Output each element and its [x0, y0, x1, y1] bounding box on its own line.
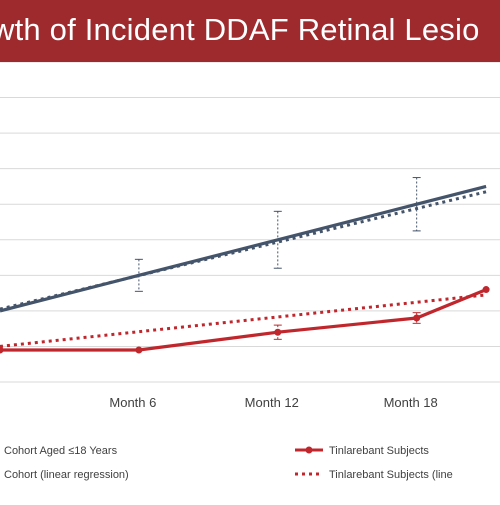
- x-tick-labels: Month 6 Month 12 Month 18: [109, 395, 437, 410]
- legend-item: Cohort Aged ≤18 Years: [4, 445, 118, 457]
- series-3: [0, 293, 487, 348]
- data-point: [135, 346, 143, 354]
- legend: Cohort Aged ≤18 Years Tinlarebant Subject…: [4, 445, 453, 481]
- series-2: [0, 286, 490, 354]
- legend-item: Tinlarebant Subjects (line: [295, 469, 453, 481]
- data-point: [0, 346, 4, 354]
- gridlines: [0, 61, 500, 383]
- chart-title: wth of Incident DDAF Retinal Lesio: [0, 12, 480, 47]
- legend-label: Cohort (linear regression): [4, 469, 129, 481]
- legend-label: Tinlarebant Subjects (line: [329, 469, 453, 481]
- series-line: [0, 288, 487, 352]
- data-point: [482, 286, 490, 294]
- series-0: [0, 177, 487, 313]
- legend-label: Cohort Aged ≤18 Years: [4, 445, 118, 457]
- legend-label: Tinlarebant Subjects: [329, 445, 429, 457]
- series-layer: [0, 177, 490, 354]
- series-line: [0, 184, 487, 313]
- x-tick-label: Month 18: [384, 395, 438, 410]
- data-point: [413, 314, 421, 322]
- line-chart: Month 6 Month 12 Month 18 Cohort Aged ≤18 …: [0, 61, 500, 481]
- legend-marker: [305, 446, 313, 454]
- legend-item: Cohort (linear regression): [4, 469, 129, 481]
- x-tick-label: Month 12: [245, 395, 299, 410]
- chart-title-bar: wth of Incident DDAF Retinal Lesio: [0, 0, 500, 62]
- x-tick-label: Month 6: [109, 395, 156, 410]
- series-line: [0, 293, 487, 348]
- chart-area: Month 6 Month 12 Month 18 Cohort Aged ≤18 …: [0, 61, 500, 500]
- data-point: [274, 328, 282, 336]
- legend-item: Tinlarebant Subjects: [295, 445, 429, 457]
